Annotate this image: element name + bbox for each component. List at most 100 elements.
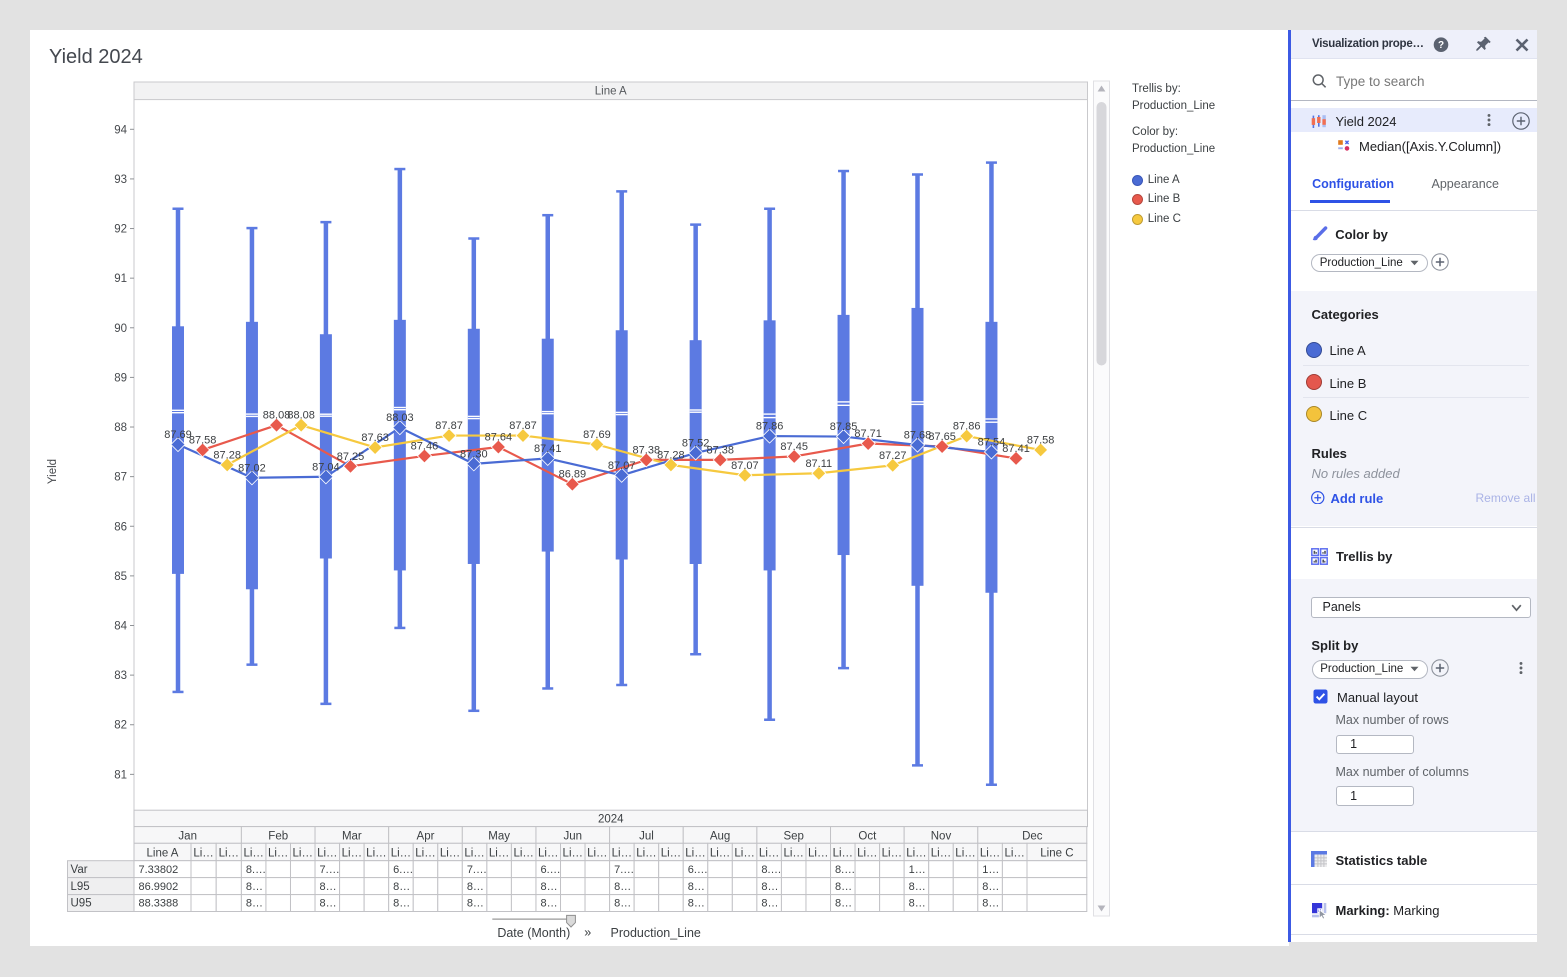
- svg-text:Li…: Li…: [710, 848, 730, 860]
- svg-text:87.02: 87.02: [238, 462, 266, 474]
- svg-text:87.58: 87.58: [189, 434, 217, 446]
- svg-text:87.28: 87.28: [657, 449, 685, 461]
- svg-text:87.68: 87.68: [904, 430, 932, 442]
- svg-text:Li…: Li…: [833, 848, 853, 860]
- svg-text:1…: 1…: [982, 864, 999, 876]
- svg-text:8…: 8…: [909, 898, 926, 910]
- svg-text:89: 89: [114, 372, 127, 384]
- svg-text:Nov: Nov: [931, 830, 952, 842]
- svg-text:88.3388: 88.3388: [139, 898, 179, 910]
- svg-text:Li…: Li…: [538, 848, 558, 860]
- svg-text:Yield: Yield: [47, 459, 59, 484]
- svg-text:87.71: 87.71: [854, 428, 882, 440]
- svg-text:87.52: 87.52: [682, 437, 710, 449]
- svg-text:8…: 8…: [909, 881, 926, 893]
- svg-text:8…: 8…: [320, 881, 337, 893]
- svg-text:8…: 8…: [761, 881, 778, 893]
- svg-text:8.…: 8.…: [246, 864, 266, 876]
- svg-text:8.…: 8.…: [761, 864, 781, 876]
- svg-text:84: 84: [114, 621, 127, 633]
- svg-text:87.38: 87.38: [706, 444, 734, 456]
- svg-text:6.…: 6.…: [688, 864, 708, 876]
- svg-text:8…: 8…: [540, 881, 557, 893]
- svg-text:87.45: 87.45: [780, 441, 808, 453]
- svg-text:83: 83: [114, 670, 127, 682]
- svg-text:Li…: Li…: [342, 848, 362, 860]
- svg-text:Li…: Li…: [317, 848, 337, 860]
- svg-text:8…: 8…: [614, 881, 631, 893]
- svg-text:8…: 8…: [614, 898, 631, 910]
- svg-text:Li…: Li…: [857, 848, 877, 860]
- svg-text:8.…: 8.…: [835, 864, 855, 876]
- svg-text:Li…: Li…: [955, 848, 975, 860]
- svg-text:87.65: 87.65: [928, 431, 956, 443]
- svg-text:87.07: 87.07: [731, 460, 759, 472]
- svg-text:Li…: Li…: [661, 848, 681, 860]
- svg-text:87.46: 87.46: [411, 440, 439, 452]
- svg-text:Dec: Dec: [1022, 830, 1043, 842]
- svg-text:Li…: Li…: [759, 848, 779, 860]
- svg-text:Li…: Li…: [685, 848, 705, 860]
- svg-text:81: 81: [114, 769, 127, 781]
- svg-text:88: 88: [114, 422, 127, 434]
- svg-text:87.63: 87.63: [361, 432, 389, 444]
- svg-text:Apr: Apr: [417, 830, 435, 842]
- svg-text:87.69: 87.69: [583, 429, 611, 441]
- svg-text:May: May: [488, 830, 510, 842]
- svg-text:87.41: 87.41: [1002, 443, 1030, 455]
- svg-text:Li…: Li…: [464, 848, 484, 860]
- svg-text:Li…: Li…: [906, 848, 926, 860]
- svg-text:8…: 8…: [982, 881, 999, 893]
- svg-text:7.…: 7.…: [320, 864, 340, 876]
- svg-text:1…: 1…: [909, 864, 926, 876]
- svg-text:87.11: 87.11: [805, 458, 832, 470]
- svg-text:Li…: Li…: [1004, 848, 1024, 860]
- svg-text:8…: 8…: [761, 898, 778, 910]
- svg-text:87.85: 87.85: [830, 421, 858, 433]
- svg-text:Li…: Li…: [734, 848, 754, 860]
- svg-text:8…: 8…: [467, 898, 484, 910]
- svg-text:87.54: 87.54: [978, 436, 1006, 448]
- svg-text:87.41: 87.41: [534, 443, 562, 455]
- svg-text:82: 82: [114, 720, 127, 732]
- svg-text:87.69: 87.69: [164, 429, 192, 441]
- svg-text:Li…: Li…: [391, 848, 411, 860]
- svg-text:85: 85: [114, 571, 127, 583]
- svg-text:Li…: Li…: [563, 848, 583, 860]
- svg-text:Li…: Li…: [513, 848, 533, 860]
- svg-text:8…: 8…: [688, 898, 705, 910]
- svg-text:8…: 8…: [982, 898, 999, 910]
- svg-text:6.…: 6.…: [540, 864, 560, 876]
- svg-text:Li…: Li…: [489, 848, 509, 860]
- svg-text:8…: 8…: [540, 898, 557, 910]
- svg-text:Li…: Li…: [612, 848, 632, 860]
- svg-text:88.08: 88.08: [263, 410, 291, 422]
- svg-text:90: 90: [114, 323, 127, 335]
- svg-text:94: 94: [114, 124, 127, 136]
- svg-text:87.86: 87.86: [953, 421, 981, 433]
- svg-text:2024: 2024: [598, 814, 624, 826]
- svg-text:87.86: 87.86: [756, 421, 784, 433]
- svg-text:Li…: Li…: [980, 848, 1000, 860]
- svg-text:Sep: Sep: [783, 830, 803, 842]
- svg-text:92: 92: [114, 224, 127, 236]
- svg-text:8…: 8…: [246, 898, 263, 910]
- svg-text:88.03: 88.03: [386, 412, 414, 424]
- svg-text:Li…: Li…: [366, 848, 386, 860]
- svg-text:Li…: Li…: [808, 848, 828, 860]
- svg-text:»: »: [584, 926, 591, 940]
- svg-text:87.87: 87.87: [509, 420, 537, 432]
- svg-text:93: 93: [114, 174, 127, 186]
- svg-text:Li…: Li…: [783, 848, 803, 860]
- svg-text:U95: U95: [71, 898, 92, 910]
- svg-text:87.27: 87.27: [879, 450, 907, 462]
- svg-text:87.38: 87.38: [633, 444, 661, 456]
- svg-text:8…: 8…: [688, 881, 705, 893]
- svg-text:87.25: 87.25: [337, 451, 365, 463]
- svg-text:Li…: Li…: [636, 848, 656, 860]
- svg-text:Date (Month): Date (Month): [497, 926, 570, 940]
- svg-text:Li…: Li…: [440, 848, 460, 860]
- svg-text:Line A: Line A: [147, 848, 179, 860]
- svg-text:7.33802: 7.33802: [139, 864, 179, 876]
- svg-text:Jun: Jun: [564, 830, 583, 842]
